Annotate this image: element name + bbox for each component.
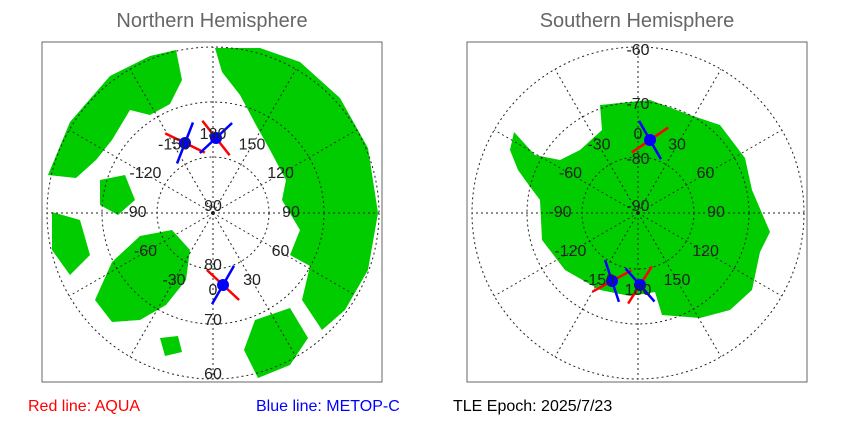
satellite-position-marker: [606, 275, 618, 287]
longitude-label: 0: [634, 126, 643, 143]
north-title: Northern Hemisphere: [116, 10, 308, 32]
south-satellite-tracks: [592, 120, 669, 305]
satellite-position-marker: [644, 134, 656, 146]
longitude-label: 150: [664, 272, 691, 289]
latitude-label: -90: [626, 198, 649, 215]
longitude-label: -150: [583, 272, 615, 289]
north-land: [48, 48, 378, 378]
legend-aqua: Red line: AQUA: [28, 398, 141, 415]
longitude-label: 90: [282, 204, 300, 221]
latitude-label: 60: [204, 366, 222, 383]
longitude-label: 30: [668, 137, 686, 154]
longitude-label: -90: [548, 204, 571, 221]
longitude-label: 90: [707, 204, 725, 221]
south-title: Southern Hemisphere: [539, 10, 735, 32]
longitude-label: 150: [239, 137, 266, 154]
latitude-label: 80: [204, 257, 222, 274]
antarctica-land: [510, 100, 770, 318]
longitude-label: 30: [243, 272, 261, 289]
latitude-label: 70: [204, 312, 222, 329]
satellite-position-marker: [634, 279, 646, 291]
longitude-label: -30: [162, 272, 185, 289]
longitude-label: 180: [625, 282, 652, 299]
north-graticule: [46, 46, 380, 380]
satellite-position-marker: [217, 279, 229, 291]
longitude-label: -60: [559, 165, 582, 182]
latitude-label: 90: [204, 198, 222, 215]
latitude-label: -60: [626, 42, 649, 59]
longitude-label: 60: [697, 165, 715, 182]
latitude-label: -80: [626, 151, 649, 168]
tle-epoch: TLE Epoch: 2025/7/23: [453, 398, 613, 415]
longitude-label: -150: [158, 137, 190, 154]
satellite-position-marker: [210, 132, 222, 144]
south-graticule: [471, 46, 805, 380]
satellite-position-marker: [179, 137, 191, 149]
latitude-label: -70: [626, 96, 649, 113]
longitude-label: 180: [200, 126, 227, 143]
longitude-label: -120: [554, 243, 586, 260]
longitude-label: -120: [129, 165, 161, 182]
longitude-label: 120: [692, 243, 719, 260]
legend-metop-c: Blue line: METOP-C: [256, 398, 400, 415]
longitude-label: 60: [272, 243, 290, 260]
longitude-label: -60: [134, 243, 157, 260]
longitude-label: 0: [209, 282, 218, 299]
longitude-label: -90: [123, 204, 146, 221]
north-satellite-tracks: [164, 119, 240, 305]
longitude-label: -30: [587, 137, 610, 154]
longitude-label: 120: [267, 165, 294, 182]
